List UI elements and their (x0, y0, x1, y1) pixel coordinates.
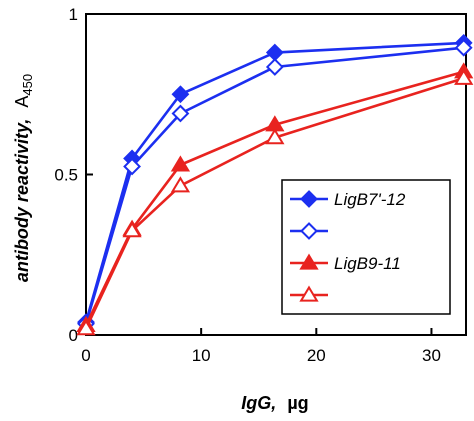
y-tick-label: 0 (69, 326, 78, 345)
triangle-marker (454, 68, 474, 85)
triangle-marker (122, 221, 142, 238)
series-layer (76, 33, 474, 336)
diamond-marker (171, 85, 190, 104)
series-4 (76, 68, 474, 336)
y-axis-title: antibody reactivity, A450 (12, 74, 35, 282)
x-tick-label: 30 (422, 346, 441, 365)
diamond-marker (265, 58, 284, 76)
diamond-marker (171, 104, 190, 123)
x-axis-title-main: IgG, (241, 393, 276, 413)
legend: LigB7'-12 LigB9-11 (281, 179, 451, 315)
y-axis-title-unit: A (12, 96, 32, 108)
x-axis-title-unit: µg (287, 393, 308, 413)
legend-label: LigB7'-12 (334, 190, 406, 209)
legend-label: LigB9-11 (334, 254, 401, 273)
diamond-marker (454, 38, 473, 57)
y-tick-label: 1 (69, 5, 78, 24)
x-tick-label: 10 (192, 346, 211, 365)
legend-entry (290, 285, 328, 302)
x-tick-label: 0 (81, 346, 90, 365)
diamond-marker (300, 222, 318, 240)
triangle-marker (265, 128, 285, 145)
triangle-marker (299, 253, 319, 270)
triangle-marker (299, 285, 319, 302)
legend-entry (290, 222, 328, 240)
diamond-marker (300, 190, 318, 208)
triangle-marker (170, 155, 191, 172)
diamond-marker (265, 43, 284, 62)
y-tick-label: 0.5 (54, 166, 78, 185)
x-tick-label: 20 (307, 346, 326, 365)
legend-entry: LigB9-11 (290, 253, 401, 273)
y-axis-title-subscript: 450 (20, 74, 35, 96)
legend-entry: LigB7'-12 (290, 190, 406, 209)
y-axis-title-main: antibody reactivity, (12, 119, 32, 282)
triangle-marker (76, 319, 96, 336)
x-axis-title: IgG, µg (241, 393, 308, 413)
diamond-marker (123, 157, 141, 176)
triangle-marker (170, 176, 191, 193)
labels-layer: IgG, µg antibody reactivity, A450 (12, 74, 309, 413)
